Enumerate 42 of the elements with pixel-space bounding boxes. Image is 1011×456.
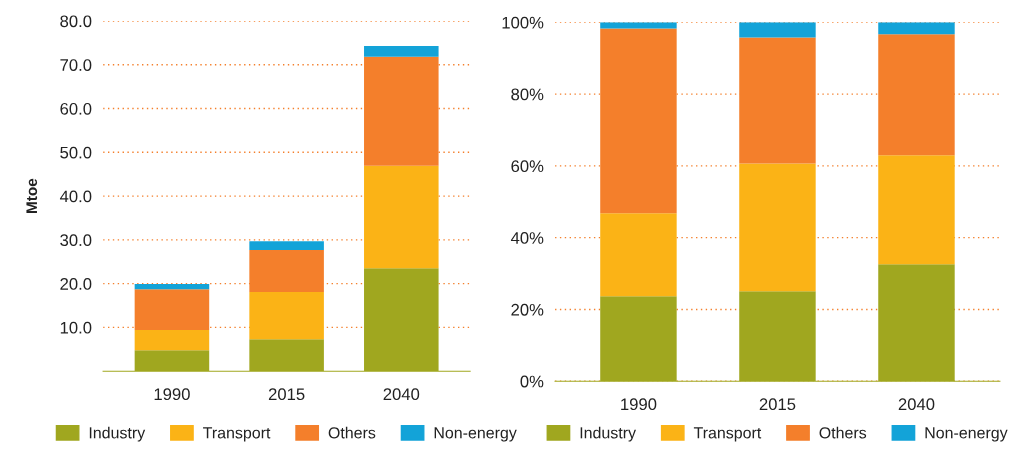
y-tick-label: 60% (511, 160, 544, 173)
bar (364, 45, 439, 57)
y-tick-label: 10.0 (60, 321, 92, 334)
y-tick-label: 50.0 (60, 146, 92, 159)
y-tick-label: 100% (502, 16, 544, 29)
x-tick-label: 2015 (268, 388, 305, 401)
x-tick-label: 2040 (898, 398, 935, 411)
bar (600, 213, 677, 297)
y-tick-label: 20% (511, 303, 544, 316)
x-tick-label: 1990 (154, 388, 190, 401)
x-tick-label: 2015 (759, 398, 796, 411)
bar (878, 22, 955, 35)
y-tick-label: 30.0 (60, 234, 92, 247)
y-tick-label: 70.0 (60, 59, 92, 71)
y-tick-label: 0% (520, 375, 544, 388)
y-tick-label: 20.0 (60, 278, 92, 290)
bar (739, 163, 816, 292)
bar (364, 165, 439, 269)
legend-label: Others (328, 426, 376, 439)
x-tick-label: 1990 (621, 398, 657, 411)
legend-label: Industry (89, 426, 146, 442)
y-axis-title: Mtoe (26, 178, 38, 213)
text: Industry (580, 426, 636, 442)
y-tick-label: 80.0 (60, 15, 92, 28)
bar (739, 37, 816, 164)
bar (134, 284, 210, 290)
legend-label: Transport (203, 427, 271, 442)
bar (739, 22, 816, 38)
y-tick-label: 40% (510, 232, 544, 244)
legend-label: Non-energy (925, 427, 1008, 442)
legend-label: Others (819, 426, 867, 439)
y-tick-label: 40.0 (59, 190, 92, 203)
y-tick-label: 80% (511, 88, 544, 101)
bar (134, 330, 210, 351)
bar (249, 241, 324, 250)
y-tick-label: 60.0 (60, 102, 92, 115)
x-tick-label: 2040 (383, 388, 420, 401)
bar (878, 155, 955, 265)
bar (249, 291, 324, 340)
legend-label: Non-energy (434, 427, 517, 442)
legend-label: Transport (693, 427, 762, 442)
bar (249, 249, 324, 292)
